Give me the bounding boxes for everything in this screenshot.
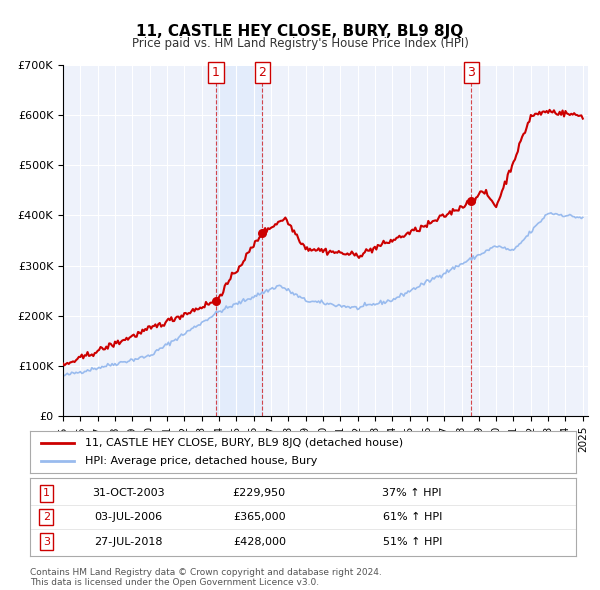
Text: 31-OCT-2003: 31-OCT-2003: [92, 489, 164, 499]
Text: 37% ↑ HPI: 37% ↑ HPI: [382, 489, 442, 499]
Text: 3: 3: [467, 66, 475, 79]
Text: 11, CASTLE HEY CLOSE, BURY, BL9 8JQ: 11, CASTLE HEY CLOSE, BURY, BL9 8JQ: [136, 24, 464, 38]
Text: £428,000: £428,000: [233, 537, 286, 547]
Text: 51% ↑ HPI: 51% ↑ HPI: [383, 537, 442, 547]
Bar: [216, 65, 262, 416]
Point: [257, 228, 267, 238]
Text: 11, CASTLE HEY CLOSE, BURY, BL9 8JQ (detached house): 11, CASTLE HEY CLOSE, BURY, BL9 8JQ (det…: [85, 438, 403, 448]
Text: 1: 1: [212, 66, 220, 79]
Text: Contains HM Land Registry data © Crown copyright and database right 2024.
This d: Contains HM Land Registry data © Crown c…: [30, 568, 382, 587]
Point: [466, 196, 476, 206]
Text: 27-JUL-2018: 27-JUL-2018: [94, 537, 163, 547]
Text: 1: 1: [43, 489, 50, 499]
Text: 3: 3: [43, 537, 50, 547]
Text: Price paid vs. HM Land Registry's House Price Index (HPI): Price paid vs. HM Land Registry's House …: [131, 37, 469, 50]
Text: 03-JUL-2006: 03-JUL-2006: [94, 512, 163, 522]
Point: [211, 296, 221, 306]
Text: 61% ↑ HPI: 61% ↑ HPI: [383, 512, 442, 522]
Text: 2: 2: [43, 512, 50, 522]
Text: £229,950: £229,950: [233, 489, 286, 499]
Text: 2: 2: [259, 66, 266, 79]
Text: £365,000: £365,000: [233, 512, 286, 522]
Text: HPI: Average price, detached house, Bury: HPI: Average price, detached house, Bury: [85, 456, 317, 466]
